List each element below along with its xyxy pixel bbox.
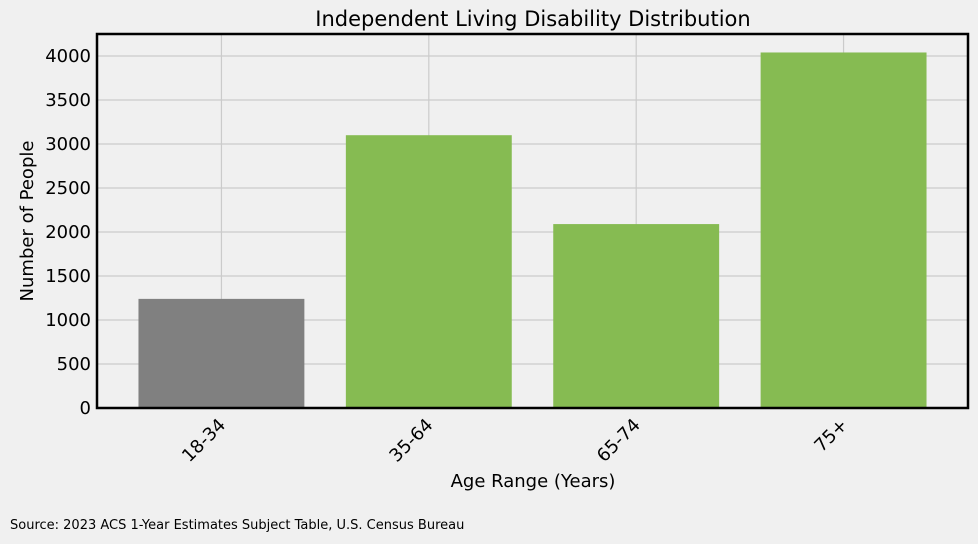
- y-tick-label: 4000: [45, 46, 91, 67]
- x-tick-label: 35-64: [386, 415, 438, 467]
- y-axis-label: Number of People: [17, 141, 38, 302]
- bar-65-74: [553, 224, 720, 408]
- x-axis-label: Age Range (Years): [451, 471, 616, 492]
- y-tick-label: 3500: [45, 90, 91, 111]
- y-tick-label: 0: [80, 398, 91, 419]
- bar-35-64: [345, 135, 512, 408]
- x-axis-ticks: 18-34 35-64 65-74 75+: [178, 415, 852, 467]
- source-note: Source: 2023 ACS 1-Year Estimates Subjec…: [10, 518, 465, 533]
- y-tick-label: 1500: [45, 266, 91, 287]
- x-tick-label: 65-74: [593, 415, 645, 467]
- chart-title: Independent Living Disability Distributi…: [315, 7, 750, 31]
- bar-75+: [760, 52, 927, 408]
- plot-frame: [95, 32, 970, 410]
- bar-18-34: [138, 298, 305, 408]
- y-tick-label: 1000: [45, 310, 91, 331]
- y-tick-label: 2500: [45, 178, 91, 199]
- y-tick-label: 500: [57, 354, 91, 375]
- y-tick-label: 3000: [45, 134, 91, 155]
- y-axis-ticks: 0 500 1000 1500 2000 2500 3000 3500 4000: [45, 46, 91, 419]
- x-tick-label: 75+: [810, 415, 852, 457]
- bars: [138, 52, 927, 408]
- y-tick-label: 2000: [45, 222, 91, 243]
- x-tick-label: 18-34: [178, 415, 230, 467]
